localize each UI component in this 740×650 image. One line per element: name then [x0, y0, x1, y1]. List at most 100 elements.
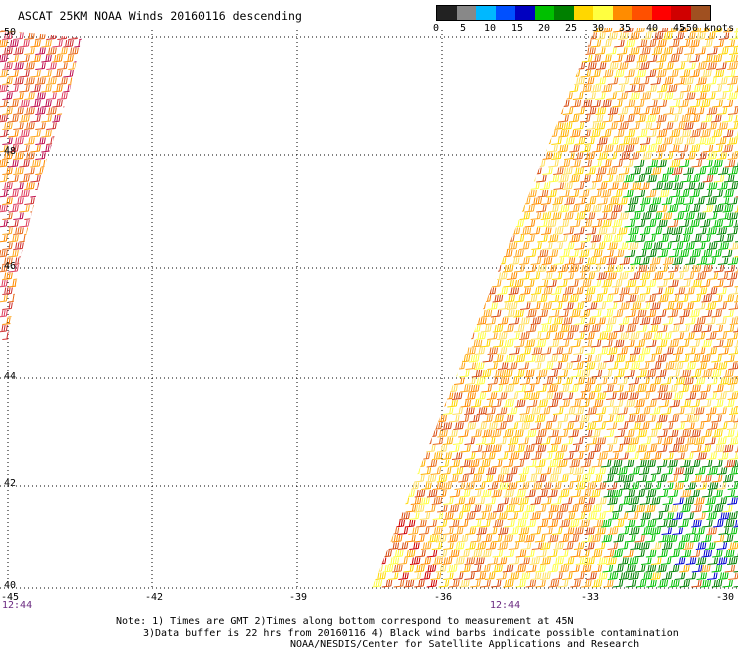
- wind-barb: [656, 354, 667, 363]
- wind-barb: [717, 257, 729, 265]
- wind-barb: [491, 459, 503, 468]
- wind-barb: [386, 137, 398, 145]
- wind-barb: [376, 497, 388, 505]
- wind-barb: [480, 294, 492, 303]
- wind-barb: [372, 459, 383, 468]
- wind-barb: [608, 197, 620, 205]
- wind-barb: [443, 512, 454, 520]
- wind-barb: [74, 249, 82, 258]
- wind-barb: [723, 429, 735, 438]
- wind-barb: [629, 92, 640, 100]
- wind-barb: [394, 339, 405, 348]
- wind-barb: [680, 84, 692, 93]
- wind-barb: [475, 437, 487, 445]
- wind-barb: [580, 384, 592, 393]
- wind-barb: [372, 339, 381, 348]
- wind-barb: [46, 167, 57, 175]
- wind-barb: [537, 399, 548, 408]
- wind-barb: [717, 47, 729, 55]
- wind-barb: [52, 279, 63, 288]
- wind-barb: [2, 197, 13, 205]
- wind-barb: [458, 474, 469, 483]
- wind-barb: [24, 227, 35, 235]
- wind-barb: [451, 167, 463, 175]
- wind-barb: [442, 317, 454, 325]
- wind-barb: [564, 197, 575, 205]
- wind-barb: [668, 114, 679, 123]
- wind-barb: [430, 332, 442, 340]
- wind-barb: [508, 557, 520, 565]
- wind-barb: [506, 242, 518, 250]
- wind-barb: [733, 549, 738, 558]
- wind-barb: [475, 512, 487, 520]
- wind-barb: [624, 39, 636, 48]
- wind-barb: [496, 32, 507, 40]
- wind-barb: [419, 272, 430, 280]
- wind-barb: [542, 362, 554, 370]
- wind-barb: [454, 557, 465, 565]
- wind-barb: [498, 47, 510, 55]
- wind-barb: [701, 534, 712, 543]
- wind-barb: [41, 294, 52, 303]
- wind-barb: [641, 32, 652, 40]
- wind-barb: [388, 377, 399, 385]
- wind-barb: [727, 92, 738, 100]
- wind-barb: [372, 174, 384, 183]
- wind-barb: [475, 377, 486, 385]
- wind-barb: [553, 182, 565, 190]
- wind-barb: [707, 167, 719, 175]
- wind-barb: [524, 549, 535, 558]
- wind-barb: [662, 152, 674, 160]
- lon-label-minus45: -45: [0, 592, 20, 603]
- wind-barb: [414, 579, 425, 588]
- wind-barb: [90, 333, 100, 340]
- wind-barb: [426, 309, 437, 318]
- wind-barb: [625, 354, 636, 363]
- wind-barb: [508, 182, 520, 190]
- wind-barb: [600, 459, 612, 468]
- wind-barb: [476, 137, 487, 145]
- wind-barb: [696, 362, 708, 370]
- wind-barb: [662, 317, 674, 325]
- wind-barb: [683, 122, 694, 130]
- wind-barb: [63, 324, 74, 333]
- wind-barb: [701, 324, 712, 333]
- wind-barb: [573, 302, 584, 310]
- wind-barb: [68, 122, 79, 130]
- wind-barb: [476, 107, 487, 115]
- wind-barb: [436, 219, 448, 228]
- wind-barb: [662, 92, 674, 100]
- wind-barb: [713, 339, 724, 348]
- wind-barb: [41, 204, 52, 213]
- wind-barb: [658, 504, 670, 513]
- wind-barb: [563, 422, 574, 430]
- wind-barb: [592, 144, 603, 153]
- wind-barb: [591, 579, 603, 588]
- wind-barb: [625, 564, 636, 573]
- wind-barb: [79, 137, 82, 145]
- wind-barb: [381, 204, 393, 213]
- wind-barb: [712, 429, 723, 438]
- wind-barb: [414, 279, 425, 288]
- wind-barb: [420, 542, 432, 550]
- wind-barb: [79, 32, 82, 40]
- wind-barb: [382, 54, 393, 63]
- wind-barb: [552, 572, 563, 580]
- wind-barb: [383, 84, 395, 93]
- wind-barb: [641, 332, 653, 340]
- wind-barb: [430, 182, 442, 190]
- wind-barb: [30, 129, 41, 138]
- wind-barb: [596, 212, 608, 220]
- wind-barb: [475, 542, 487, 550]
- wind-barb: [728, 572, 738, 580]
- wind-barb: [380, 444, 392, 453]
- wind-barb: [529, 272, 541, 280]
- wind-barb: [628, 377, 640, 385]
- wind-barb: [474, 32, 485, 40]
- wind-barb: [691, 279, 702, 288]
- wind-barb: [74, 279, 82, 288]
- wind-barb: [24, 152, 35, 160]
- wind-barb: [716, 152, 727, 160]
- wind-barb: [503, 324, 514, 333]
- wind-barb: [30, 30, 41, 33]
